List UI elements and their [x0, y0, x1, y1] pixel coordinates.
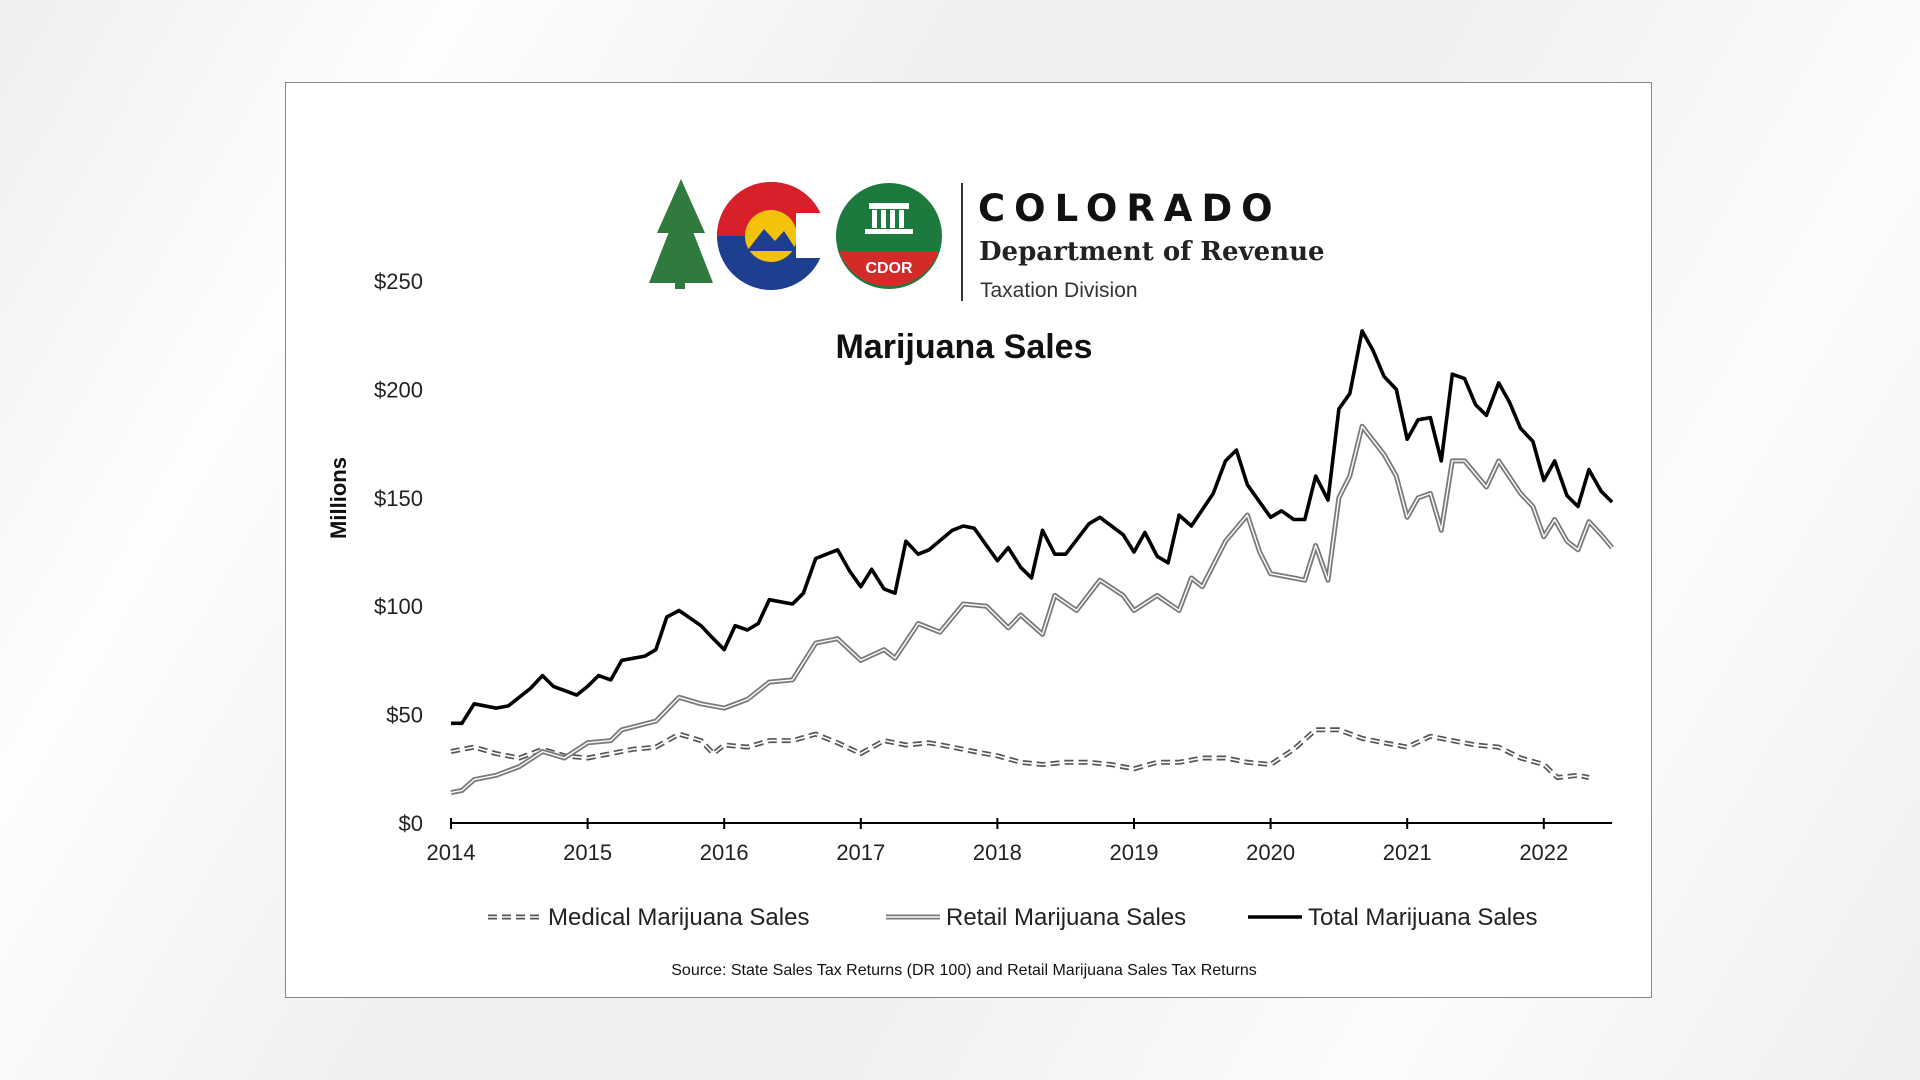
x-tick-label: 2019 [1110, 840, 1159, 865]
y-tick-label: $50 [386, 703, 423, 728]
x-tick-label: 2020 [1246, 840, 1295, 865]
y-tick-label: $250 [374, 269, 423, 294]
series-medical-line [450, 727, 1590, 780]
series-retail-line [450, 423, 1615, 796]
x-tick-label: 2016 [700, 840, 749, 865]
division-name: Taxation Division [980, 279, 1138, 302]
y-tick-label: $0 [399, 811, 423, 836]
legend-item-total: Total Marijuana Sales [1248, 904, 1537, 931]
legend-item-retail: Retail Marijuana Sales [886, 904, 1186, 931]
department-name: Department of Revenue [979, 237, 1325, 267]
cdor-seal-icon: CDOR [836, 183, 942, 289]
legend-label: Medical Marijuana Sales [548, 904, 809, 931]
x-tick-label: 2014 [427, 840, 476, 865]
chart-legend: Medical Marijuana Sales Retail Marijuana … [488, 904, 1537, 931]
chart-title: Marijuana Sales [835, 328, 1092, 366]
chart-source-note: Source: State Sales Tax Returns (DR 100)… [671, 962, 1256, 979]
y-axis-label: Millions [326, 457, 351, 539]
y-tick-label: $200 [374, 377, 423, 402]
x-tick-label: 2015 [563, 840, 612, 865]
x-tick-label: 2022 [1519, 840, 1568, 865]
y-tick-label: $150 [374, 486, 423, 511]
x-tick-label: 2017 [836, 840, 885, 865]
colorado-c-logo-icon [649, 179, 830, 290]
chart-svg: CDOR COLORADO Department of Revenue Taxa… [326, 179, 1615, 979]
legend-label: Retail Marijuana Sales [946, 904, 1186, 931]
x-tick-label: 2018 [973, 840, 1022, 865]
legend-label: Total Marijuana Sales [1308, 904, 1537, 931]
seal-badge-text: CDOR [865, 260, 913, 277]
series-total-line [451, 329, 1614, 726]
y-tick-label: $100 [374, 594, 423, 619]
state-wordmark: COLORADO [978, 187, 1282, 230]
chart-panel: CDOR COLORADO Department of Revenue Taxa… [285, 82, 1652, 998]
x-tick-label: 2021 [1383, 840, 1432, 865]
legend-item-medical: Medical Marijuana Sales [488, 904, 809, 931]
